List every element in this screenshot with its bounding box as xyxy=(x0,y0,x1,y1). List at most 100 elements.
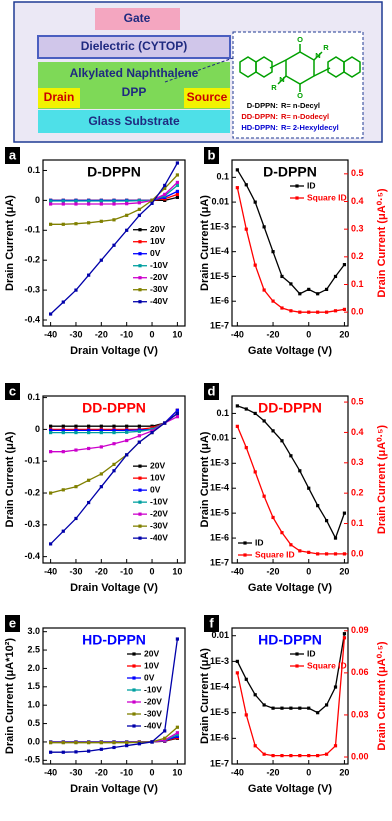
legend-marker xyxy=(138,300,142,304)
point-marker xyxy=(137,742,141,746)
x-tick-label: 20 xyxy=(339,566,349,576)
legend-marker xyxy=(132,724,136,728)
y2-tick-label: 0.3 xyxy=(351,224,364,234)
point-marker xyxy=(289,454,293,458)
y-tick-label: 1E-5 xyxy=(210,508,229,518)
series-line xyxy=(50,184,178,202)
point-marker xyxy=(324,703,329,707)
x-tick-label: 0 xyxy=(306,329,311,339)
legend-label: 20V xyxy=(150,460,165,470)
point-marker xyxy=(61,750,65,754)
legend-marker xyxy=(138,500,142,504)
point-marker xyxy=(74,448,78,452)
panel-label-box xyxy=(204,383,219,400)
x-tick-label: 0 xyxy=(150,329,155,339)
dielectric-label: Dielectric (CYTOP) xyxy=(81,39,187,53)
point-marker xyxy=(125,744,129,748)
x-tick-label: -40 xyxy=(44,767,57,777)
panel-label: a xyxy=(9,147,17,162)
legend-marker xyxy=(138,264,142,268)
panel-label-box xyxy=(204,615,219,632)
legend-marker xyxy=(295,652,299,656)
point-marker xyxy=(235,671,239,675)
y-tick-label: 2.0 xyxy=(27,663,40,673)
point-marker xyxy=(235,404,239,408)
point-marker xyxy=(125,741,129,745)
y-tick-label: 0.1 xyxy=(27,392,40,402)
point-marker xyxy=(49,450,53,454)
chart-title: HD-DPPN xyxy=(258,632,322,648)
y-tick-label: 1E-4 xyxy=(210,246,229,256)
series-line xyxy=(236,426,345,555)
point-marker xyxy=(333,744,338,748)
y2-tick-label: 0.0 xyxy=(351,548,364,558)
panel: e HD-DPPN -40 -30 -20 -10 0 10 -0.5 0.0 0.5 1.0 1.5 2… xyxy=(4,615,186,795)
legend-marker xyxy=(132,652,136,656)
atom-label: O xyxy=(297,91,303,100)
point-marker xyxy=(112,741,116,745)
y2-tick-label: 0.00 xyxy=(351,751,369,761)
point-marker xyxy=(271,429,275,433)
point-marker xyxy=(175,195,179,199)
point-marker xyxy=(262,288,266,292)
y2-tick-label: 0.4 xyxy=(351,427,364,437)
point-marker xyxy=(49,491,53,495)
x-tick-label: -30 xyxy=(69,767,82,777)
y-tick-label: -0.4 xyxy=(24,314,40,324)
panel: b D-DPPN -40 -20 0 20 1E-7 1E-6 1E-5 1E-4 1E-3 0.01… xyxy=(199,147,388,357)
semiconductor-label: Alkylated Naphthalene xyxy=(70,66,199,80)
y2-axis-title: Drain Current (μA⁰·⁵) xyxy=(376,188,388,298)
point-marker xyxy=(49,202,53,206)
point-marker xyxy=(61,300,65,304)
x-tick-label: -40 xyxy=(231,329,244,339)
legend-marker xyxy=(132,688,136,692)
legend-marker xyxy=(138,228,142,232)
x-tick-label: 10 xyxy=(172,767,182,777)
y-tick-label: 1E-4 xyxy=(210,483,229,493)
panel-label-box xyxy=(5,147,20,164)
y-tick-label: -0.5 xyxy=(24,755,40,765)
series-line xyxy=(50,416,178,453)
x-tick-label: 10 xyxy=(172,329,182,339)
point-marker xyxy=(271,706,275,710)
key-r: R= n-Dodecyl xyxy=(281,112,329,121)
point-marker xyxy=(74,202,78,206)
point-marker xyxy=(262,703,266,707)
key-r: R= n-Decyl xyxy=(281,101,320,110)
point-marker xyxy=(333,309,338,313)
point-marker xyxy=(244,183,248,187)
panel: d DD-DPPN -40 -20 0 20 1E-7 1E-6 1E-5 1E-4 1E-3 0.0… xyxy=(199,383,388,594)
point-marker xyxy=(342,511,347,515)
point-marker xyxy=(99,202,103,206)
point-marker xyxy=(262,225,266,229)
y-tick-label: 1.5 xyxy=(27,681,40,691)
point-marker xyxy=(49,312,53,316)
point-marker xyxy=(112,424,116,428)
y-tick-label: -0.3 xyxy=(24,519,40,529)
point-marker xyxy=(175,189,179,194)
y2-tick-label: 0.1 xyxy=(351,518,364,528)
point-marker xyxy=(112,745,116,750)
point-marker xyxy=(74,516,78,521)
y-tick-label: 0.5 xyxy=(27,718,40,728)
point-marker xyxy=(163,729,167,733)
point-marker xyxy=(235,186,239,190)
chart-title: D-DPPN xyxy=(263,164,317,180)
point-marker xyxy=(49,222,53,226)
point-marker xyxy=(280,306,284,310)
point-marker xyxy=(271,753,275,758)
point-marker xyxy=(99,445,103,449)
key-name: DD-DPPN: xyxy=(241,112,278,121)
point-marker xyxy=(125,424,129,428)
y2-tick-label: 0.5 xyxy=(351,168,364,178)
point-marker xyxy=(99,199,103,203)
point-marker xyxy=(125,199,129,203)
x-tick-label: 0 xyxy=(306,566,311,576)
point-marker xyxy=(87,424,91,428)
point-marker xyxy=(316,753,320,758)
gate-layer xyxy=(95,8,180,30)
x-axis-title: Drain Voltage (V) xyxy=(70,582,158,594)
panel: c DD-DPPN -40 -30 -20 -10 0 10 -0.4 -0.3 -0.2 -0.1 0… xyxy=(4,383,186,594)
x-tick-label: -10 xyxy=(120,329,133,339)
point-marker xyxy=(324,287,329,291)
